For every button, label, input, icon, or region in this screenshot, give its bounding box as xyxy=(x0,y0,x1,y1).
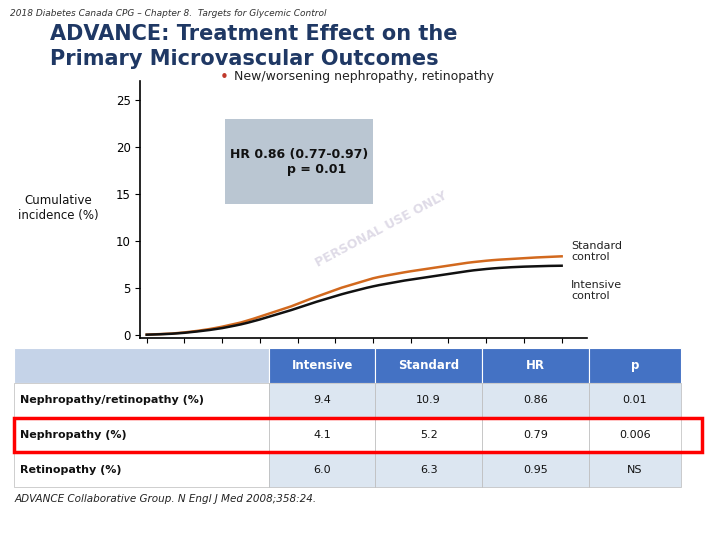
Text: PERSONAL USE ONLY: PERSONAL USE ONLY xyxy=(313,190,449,270)
Text: 10.9: 10.9 xyxy=(416,395,441,406)
Text: HR: HR xyxy=(526,359,545,372)
Text: •: • xyxy=(220,70,228,85)
Text: 0.79: 0.79 xyxy=(523,430,548,440)
Text: Primary Microvascular Outcomes: Primary Microvascular Outcomes xyxy=(50,49,439,69)
Text: 5.2: 5.2 xyxy=(420,430,438,440)
Text: p: p xyxy=(631,359,639,372)
Text: 6.0: 6.0 xyxy=(313,465,331,475)
Text: 6.3: 6.3 xyxy=(420,465,438,475)
Text: 4.1: 4.1 xyxy=(313,430,331,440)
Text: 9.4: 9.4 xyxy=(313,395,331,406)
Text: Cumulative
incidence (%): Cumulative incidence (%) xyxy=(18,194,99,222)
Text: 0.95: 0.95 xyxy=(523,465,548,475)
Text: Standard
control: Standard control xyxy=(571,241,622,262)
Text: Nephropathy (%): Nephropathy (%) xyxy=(20,430,127,440)
Text: New/worsening nephropathy, retinopathy: New/worsening nephropathy, retinopathy xyxy=(234,70,494,83)
Text: Intensive
control: Intensive control xyxy=(571,280,622,301)
Text: 0.006: 0.006 xyxy=(619,430,651,440)
Text: Standard: Standard xyxy=(398,359,459,372)
Text: Retinopathy (%): Retinopathy (%) xyxy=(20,465,122,475)
Text: 0.86: 0.86 xyxy=(523,395,548,406)
Text: Nephropathy/retinopathy (%): Nephropathy/retinopathy (%) xyxy=(20,395,204,406)
Text: Intensive: Intensive xyxy=(292,359,353,372)
Text: 2018 Diabetes Canada CPG – Chapter 8.  Targets for Glycemic Control: 2018 Diabetes Canada CPG – Chapter 8. Ta… xyxy=(10,9,327,18)
Text: ADVANCE Collaborative Group. N Engl J Med 2008;358:24.: ADVANCE Collaborative Group. N Engl J Me… xyxy=(14,494,317,504)
X-axis label: Follow-up (months): Follow-up (months) xyxy=(304,366,423,379)
Text: NS: NS xyxy=(627,465,643,475)
Text: 0.01: 0.01 xyxy=(623,395,647,406)
Text: ADVANCE: Treatment Effect on the: ADVANCE: Treatment Effect on the xyxy=(50,24,458,44)
